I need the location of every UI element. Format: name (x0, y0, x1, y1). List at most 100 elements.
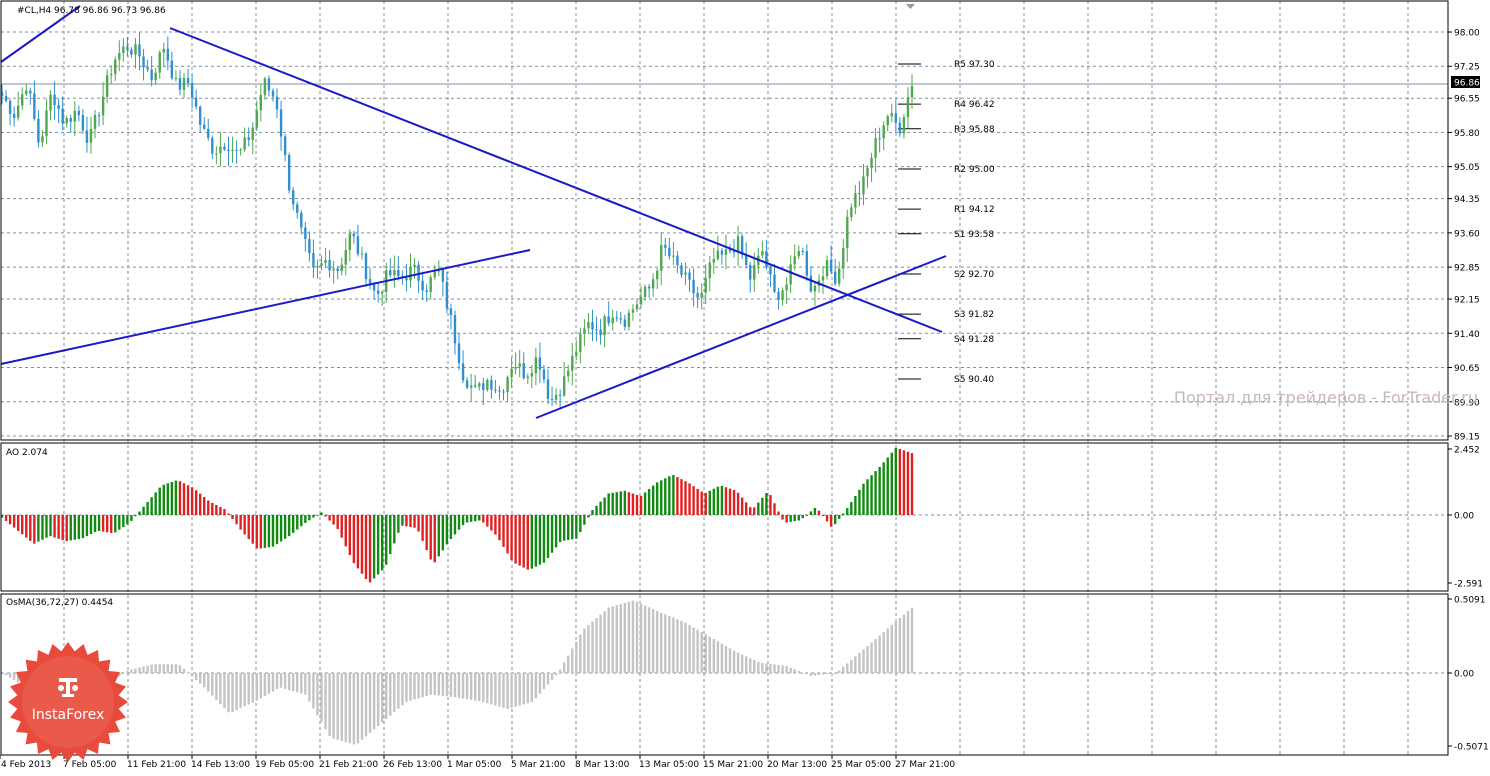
price-candles (0, 32, 914, 410)
osma-bar (882, 632, 885, 673)
osma-bar (579, 634, 582, 673)
ao-bar (676, 477, 679, 515)
osma-bar (878, 635, 881, 673)
ao-header: AO 2.074 (6, 448, 48, 458)
ao-bar (21, 515, 24, 535)
candle-body (793, 256, 796, 265)
panel-frame (0, 593, 1449, 756)
ao-bar (510, 515, 513, 561)
y-tick-label: 95.80 (1454, 129, 1480, 139)
panel-frame (0, 0, 1449, 441)
ao-bar (283, 515, 287, 539)
ao-bar (186, 485, 190, 515)
osma-bar (542, 673, 546, 690)
ao-bar (114, 515, 117, 533)
y-tick-label: 0.00 (1454, 512, 1474, 522)
pivot-label: R1 94.12 (954, 205, 995, 215)
ao-bar (688, 483, 691, 515)
x-tick-label: 7 Feb 05:00 (63, 760, 117, 770)
osma-bar (558, 669, 562, 673)
candle-body (368, 279, 372, 284)
osma-bar (336, 673, 339, 740)
osma-bar (870, 642, 873, 673)
candle-body (251, 127, 254, 140)
candle-body (651, 279, 655, 289)
osma-bar (777, 664, 780, 673)
ao-bar (785, 515, 788, 523)
ao-bar (558, 515, 562, 543)
ao-bar (372, 515, 376, 579)
osma-bar (651, 609, 655, 673)
x-tick-label: 4 Feb 2013 (1, 760, 51, 770)
ao-bar (692, 486, 695, 515)
osma-bar (255, 673, 258, 701)
ao-bar (437, 515, 440, 557)
candle-body (518, 363, 521, 367)
ao-bar (198, 493, 202, 515)
dropdown-arrow-icon[interactable] (906, 4, 915, 9)
candle-body (850, 207, 853, 217)
candle-body (672, 255, 675, 257)
ao-bar (162, 484, 165, 515)
candle-body (599, 329, 602, 336)
ao-bar (858, 489, 861, 515)
ao-bar (89, 515, 93, 535)
candle-body (842, 248, 845, 269)
osma-bar (530, 673, 534, 703)
ao-bar (227, 513, 230, 515)
ao-bar (664, 478, 667, 515)
ao-bar (906, 451, 910, 515)
osma-bar (781, 665, 784, 673)
candle-body (449, 308, 453, 316)
ao-bar (753, 507, 756, 515)
ao-bar (101, 515, 105, 532)
x-tick-label: 5 Mar 21:00 (511, 760, 566, 770)
candle-body (558, 394, 562, 396)
osma-bar (639, 603, 643, 673)
candle-body (575, 352, 578, 356)
x-tick-label: 14 Feb 13:00 (191, 760, 250, 770)
ao-bar (502, 515, 505, 547)
osma-bar (457, 673, 461, 698)
candle-body (417, 264, 420, 281)
candle-body (465, 380, 469, 388)
candle-body (25, 90, 28, 95)
osma-bar (150, 664, 153, 673)
ao-bar (522, 515, 525, 568)
ao-bar (660, 480, 663, 515)
osma-bar (437, 673, 440, 696)
candle-body (409, 266, 412, 281)
osma-bar (304, 673, 307, 695)
osma-bar (393, 673, 396, 713)
ao-bar (603, 497, 606, 515)
ao-bar (25, 515, 28, 538)
candle-body (627, 312, 631, 327)
pivot-levels: R5 97.30 R4 96.42 R3 95.88 R2 95.00 R1 94.12… (898, 60, 995, 385)
ao-bar (158, 487, 161, 515)
candle-body (243, 137, 246, 150)
candle-body (546, 379, 550, 399)
ao-bar (243, 515, 246, 535)
osma-bar (765, 663, 768, 673)
candle-body (567, 370, 570, 377)
candle-body (223, 146, 226, 150)
osma-bar (627, 601, 631, 673)
y-tick-label: 0.5091 (1454, 596, 1486, 606)
osma-bar (797, 671, 800, 673)
ao-bar (647, 488, 651, 515)
ao-bar (817, 510, 821, 515)
ao-bar (85, 515, 89, 537)
y-tick-label: 97.25 (1454, 63, 1480, 73)
osma-bar (603, 611, 606, 673)
ao-bar (409, 515, 412, 528)
candle-body (114, 59, 117, 75)
candle-body (300, 212, 303, 228)
osma-bar (482, 673, 485, 703)
ao-bar (749, 507, 752, 515)
ao-bar (631, 493, 635, 515)
osma-bar (789, 667, 792, 673)
candle-body (166, 48, 170, 61)
candle-body (186, 77, 190, 84)
